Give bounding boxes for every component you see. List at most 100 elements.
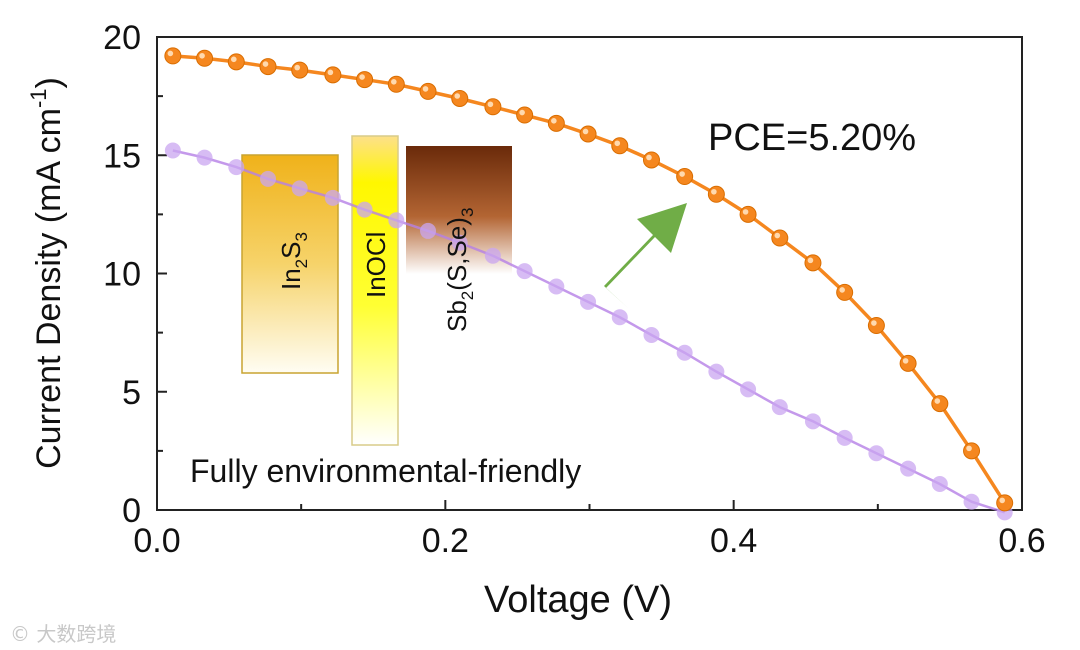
data-point	[227, 53, 245, 71]
data-point	[291, 180, 308, 197]
data-point-highlight	[902, 358, 909, 364]
data-point	[419, 82, 437, 100]
data-point-highlight	[262, 61, 269, 67]
data-point	[196, 49, 214, 67]
data-point	[707, 185, 725, 203]
caption-annotation: Fully environmental-friendly	[190, 453, 581, 489]
data-point-highlight	[774, 232, 781, 239]
layer-label-sbsse: Sb2(S,Se)3	[442, 208, 477, 332]
data-point	[868, 445, 885, 462]
data-point	[739, 205, 757, 223]
data-point-highlight	[519, 109, 525, 116]
series-layer	[164, 47, 1014, 521]
data-point	[387, 75, 405, 93]
y-axis-title: Current Density (mA cm-1)	[26, 77, 68, 469]
data-point-highlight	[839, 287, 845, 293]
data-point-highlight	[646, 154, 652, 161]
data-point-highlight	[454, 93, 461, 99]
data-point	[356, 201, 373, 218]
watermark: © 大数跨境	[10, 622, 117, 646]
pce-annotation: PCE=5.20%	[708, 117, 916, 159]
data-point	[836, 429, 853, 446]
y-tick-label: 0	[122, 492, 141, 530]
y-tick-label: 5	[122, 374, 141, 412]
data-point	[260, 170, 277, 187]
data-point-highlight	[614, 140, 621, 147]
layer-label-inocl: InOCl	[361, 232, 391, 298]
data-point	[708, 363, 725, 380]
data-point	[547, 114, 565, 132]
data-point-highlight	[582, 128, 589, 135]
data-point	[642, 151, 660, 169]
series-purple	[164, 142, 1013, 521]
x-tick-label: 0.4	[710, 522, 757, 560]
x-tick-label: 0.2	[422, 522, 469, 560]
data-point	[451, 234, 468, 251]
x-tick-label: 0.0	[133, 522, 180, 560]
data-point-highlight	[807, 257, 814, 264]
data-point	[516, 263, 533, 280]
improvement-arrow	[604, 203, 687, 308]
data-point-highlight	[679, 171, 685, 177]
data-point-highlight	[422, 86, 429, 92]
data-point	[900, 460, 917, 477]
data-point-highlight	[359, 74, 365, 80]
data-point-highlight	[487, 101, 494, 108]
y-tick-label: 15	[103, 137, 141, 175]
data-point	[548, 278, 565, 295]
y-axis-ticks: 0 5 10 15 20	[103, 19, 167, 530]
data-point	[580, 293, 597, 310]
data-point	[388, 212, 405, 229]
layer-label-in2s3: In2S3	[276, 232, 311, 290]
data-point	[611, 309, 628, 326]
data-point-highlight	[742, 209, 749, 215]
data-point	[196, 149, 213, 166]
data-point	[484, 98, 502, 116]
data-point-highlight	[871, 320, 877, 326]
data-point	[324, 189, 341, 206]
data-point-highlight	[199, 52, 205, 59]
data-point	[643, 326, 660, 343]
x-axis-title: Voltage (V)	[484, 579, 672, 621]
data-point-highlight	[167, 50, 174, 57]
data-point-highlight	[966, 445, 972, 452]
data-point-highlight	[711, 188, 717, 195]
data-point	[996, 494, 1014, 512]
data-point	[579, 125, 597, 143]
data-point-highlight	[934, 398, 941, 404]
data-point	[676, 168, 694, 186]
data-point	[228, 159, 245, 176]
data-point	[804, 413, 821, 430]
data-point	[836, 283, 854, 301]
data-point	[899, 354, 917, 372]
data-point-highlight	[294, 64, 301, 71]
layer-inocl	[351, 135, 399, 446]
data-point	[963, 493, 980, 510]
data-point	[164, 142, 181, 159]
data-point	[356, 71, 374, 89]
y-tick-label: 20	[103, 19, 141, 57]
data-point	[676, 344, 693, 361]
data-point	[420, 222, 437, 239]
data-point	[771, 399, 788, 416]
data-point	[164, 47, 182, 65]
data-point	[740, 381, 757, 398]
data-point-highlight	[391, 79, 397, 85]
data-point	[867, 317, 885, 335]
layer-in2s3	[241, 154, 339, 374]
data-point	[291, 61, 309, 79]
data-point	[484, 247, 501, 264]
series-orange	[164, 47, 1014, 512]
data-point	[324, 66, 342, 84]
data-point	[931, 395, 949, 413]
data-point	[451, 89, 469, 107]
data-point	[804, 254, 822, 272]
x-axis-ticks: 0.0 0.2 0.4 0.6	[133, 500, 1046, 560]
data-point-highlight	[999, 497, 1005, 504]
data-point-highlight	[327, 69, 334, 76]
data-point	[611, 137, 629, 155]
data-point	[931, 475, 948, 492]
data-point	[771, 229, 789, 247]
y-tick-label: 10	[103, 256, 141, 294]
